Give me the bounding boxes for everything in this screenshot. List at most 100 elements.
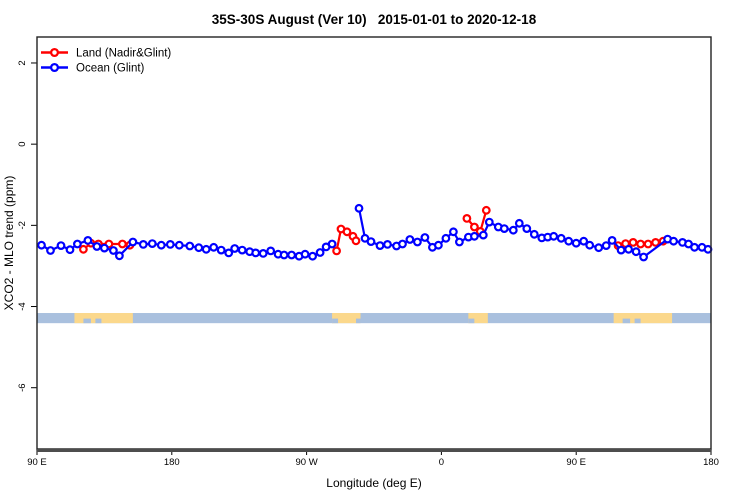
legend-label-land: Land (Nadir&Glint) [76,48,171,60]
data-point [354,203,364,213]
data-point [194,243,204,253]
y-axis-title: XCO2 - MLO trend (ppm) [2,176,16,311]
x-tick-label: 180 [703,457,719,468]
data-point [522,224,532,234]
legend-marker-land-icon [41,47,68,58]
data-point [470,231,479,241]
data-point [631,247,641,257]
data-point [478,230,488,240]
data-point [185,241,195,251]
data-point [508,225,518,235]
data-point [209,242,219,252]
data-point [266,246,276,256]
data-point [556,233,566,243]
data-point [99,243,109,253]
y-tick-label: -2 [17,221,28,229]
y-tick-label: -6 [17,383,28,391]
x-tick-label: 90 E [27,457,47,468]
map-land-patch [613,313,673,324]
map-land-patch [74,313,133,324]
map-ocean-notch [332,318,339,324]
data-point [237,245,247,255]
data-point [300,249,310,259]
data-point [455,237,464,247]
data-point [579,236,589,246]
data-point [308,251,318,261]
data-point [251,248,261,258]
map-ocean-notch [83,318,91,324]
data-point [624,244,633,254]
data-point [398,239,407,249]
data-point [46,246,55,255]
x-tick-label: 90 W [296,457,318,468]
y-tick-label: 0 [17,142,28,147]
data-point [639,252,648,262]
data-point [669,236,678,246]
data-point [601,241,611,251]
data-point [117,239,127,249]
data-point [405,235,415,244]
data-point [83,235,93,245]
data-point [571,238,581,248]
map-ocean-notch [468,318,475,324]
data-point [92,242,102,251]
data-point [201,244,211,254]
y-tick-label: -4 [17,302,28,310]
map-ocean-notch [95,318,102,324]
map-strip [37,313,711,324]
data-point [549,231,559,241]
data-point [216,245,226,255]
data-point [72,239,82,249]
data-point [351,236,361,246]
data-point [481,205,491,215]
data-point [65,245,75,255]
data-point [128,237,138,247]
map-land-patch [468,313,488,324]
data-point [628,237,638,247]
data-point [564,236,574,246]
data-point [643,239,653,249]
data-point [37,240,46,250]
map-ocean-notch [622,318,631,324]
data-point [315,248,325,257]
data-point [108,246,118,255]
data-point [690,242,699,252]
data-point [174,240,184,250]
data-point [484,217,494,227]
map-land-patch [332,313,361,324]
map-ocean-band [37,313,711,324]
data-point [114,251,124,261]
data-point [332,246,342,256]
data-point [156,240,166,250]
data-point [287,250,297,260]
y-tick-label: 2 [17,60,28,65]
x-tick-label: 90 E [566,457,586,468]
data-point [616,245,626,255]
chart-title: 35S-30S August (Ver 10) 2015-01-01 to 20… [212,12,537,27]
data-point [441,233,451,243]
data-point [499,224,509,234]
data-point [434,240,443,250]
data-point [366,237,376,247]
series-ocean [37,203,713,262]
x-tick-label: 180 [164,457,180,468]
data-point [470,222,479,232]
data-point [138,239,148,249]
data-point [529,229,539,239]
map-ocean-notch [356,318,361,324]
map-ocean-notch [634,318,641,324]
data-point [585,240,595,250]
data-point [420,233,430,242]
x-axis-title: Longitude (deg E) [326,476,421,490]
data-point [636,239,645,249]
data-point [594,243,604,253]
data-point [342,227,352,237]
data-point [258,248,268,258]
legend-label-ocean: Ocean (Glint) [76,63,145,75]
data-point [514,218,524,228]
data-point [607,235,617,245]
data-point [651,237,660,247]
data-point [165,239,175,249]
data-point [279,250,289,260]
